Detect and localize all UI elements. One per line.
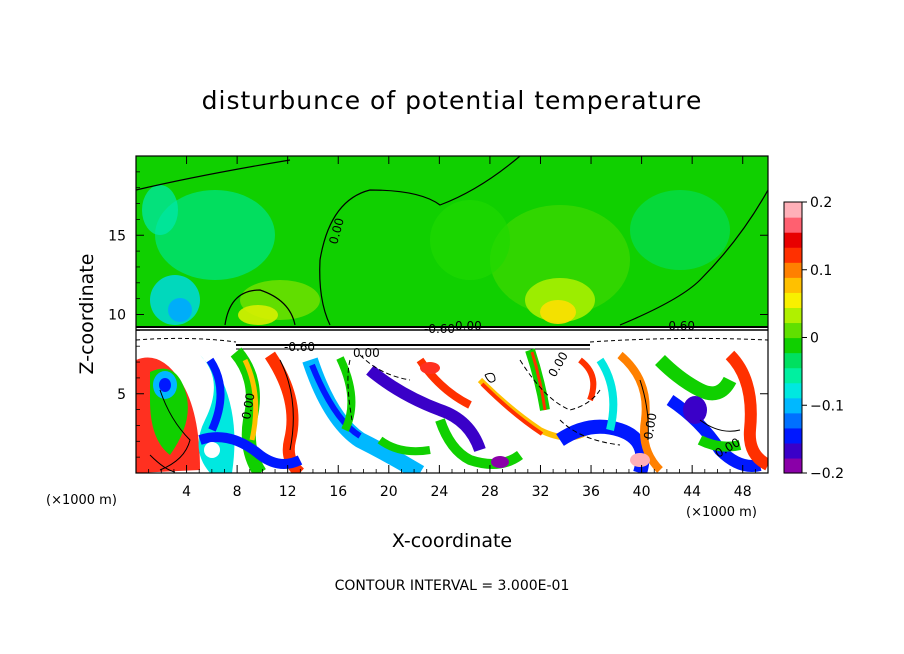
- colorbar: [783, 201, 803, 474]
- colorbar-swatch: [784, 412, 802, 429]
- x-tick-label: 20: [380, 484, 398, 500]
- contour-label: -0.60: [664, 319, 695, 333]
- colorbar-swatch: [784, 232, 802, 248]
- colorbar-swatch: [784, 277, 802, 293]
- colorbar-swatch: [784, 337, 802, 354]
- y-tick-label: 5: [117, 387, 126, 403]
- colorbar-swatch: [784, 382, 802, 399]
- contour-label: -0.60: [424, 322, 455, 336]
- x-tick-label: 36: [582, 484, 600, 500]
- contour-label: 0.00: [455, 319, 482, 333]
- x-unit-right: (×1000 m): [686, 505, 757, 520]
- y-tick-label: 10: [108, 308, 126, 324]
- x-tick-label: 4: [182, 484, 191, 500]
- contour-label: -0.60: [284, 340, 315, 354]
- x-tick-label: 48: [734, 484, 752, 500]
- colorbar-swatch: [784, 367, 802, 384]
- colorbar-tick-label: 0.2: [810, 195, 832, 211]
- x-tick-label: 44: [683, 484, 701, 500]
- y-axis-label: Z-coordinate: [76, 254, 98, 375]
- x-tick-label: 8: [233, 484, 242, 500]
- x-unit-left: (×1000 m): [46, 493, 117, 508]
- colorbar-swatch: [784, 397, 802, 414]
- contour-label: 0.00: [641, 412, 659, 441]
- colorbar-swatch: [784, 457, 802, 474]
- colorbar-swatch: [784, 322, 802, 339]
- colorbar-swatch: [784, 442, 802, 459]
- x-tick-label: 28: [481, 484, 499, 500]
- colorbar-swatch: [784, 247, 802, 263]
- turbulent-eddies: [136, 347, 768, 473]
- x-axis-label: X-coordinate: [392, 530, 512, 552]
- contour-label: 0.00: [326, 216, 346, 245]
- x-tick-label: 12: [279, 484, 297, 500]
- x-tick-label: 32: [532, 484, 550, 500]
- contour-label: 0.00: [353, 346, 380, 360]
- colorbar-swatch: [784, 217, 802, 233]
- x-axis: 4 8 12 16 20 24 28 32 36 40 44 48: [148, 156, 756, 500]
- colorbar-swatch: [784, 262, 802, 278]
- colorbar-swatch: [784, 292, 802, 308]
- colorbar-swatch: [784, 202, 802, 218]
- x-tick-label: 16: [329, 484, 347, 500]
- colorbar-tick-label: −0.1: [810, 398, 844, 414]
- y-axis: 5 10 15: [108, 171, 768, 458]
- colorbar-swatch: [784, 307, 802, 324]
- x-tick-label: 24: [430, 484, 448, 500]
- x-tick-label: 40: [633, 484, 651, 500]
- heatmap-field: 0.00 0.00 -0.60 -0.60 0.00 -0.60 0.00 0.…: [136, 156, 768, 473]
- colorbar-tick-label: 0.1: [810, 263, 832, 279]
- contour-label: 0.00: [239, 392, 257, 421]
- colorbar-swatch: [784, 352, 802, 369]
- chart-title: disturbunce of potential temperature: [201, 86, 703, 115]
- colorbar-swatch: [784, 427, 802, 444]
- colorbar-ticks: 0.2 0.1 0 −0.1 −0.2: [802, 195, 844, 482]
- colorbar-tick-label: 0: [810, 331, 819, 347]
- colorbar-tick-label: −0.2: [810, 466, 844, 482]
- contour-interval-note: CONTOUR INTERVAL = 3.000E-01: [334, 578, 570, 594]
- y-tick-label: 15: [108, 228, 126, 244]
